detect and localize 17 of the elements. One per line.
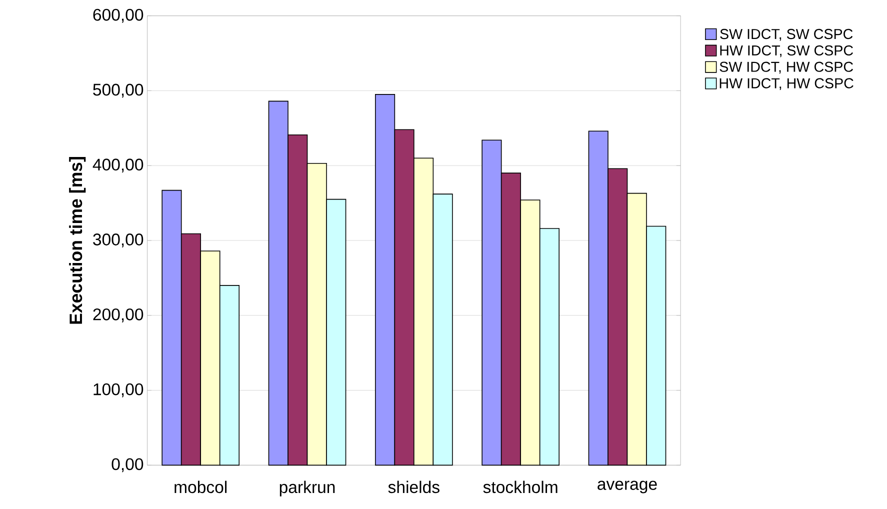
x-tick-label: mobcol [174, 480, 227, 494]
y-tick-label: 600,00 [93, 9, 144, 23]
legend-label: HW IDCT, SW CSPC [720, 46, 853, 58]
y-tick-label: 0,00 [112, 458, 144, 472]
y-tick-label: 200,00 [93, 308, 144, 323]
y-axis-title: Execution time [ms] [69, 157, 86, 324]
legend-label: SW IDCT, SW CSPC [720, 29, 853, 41]
legend-label: HW IDCT, HW CSPC [720, 78, 854, 90]
x-tick-label: parkrun [280, 480, 335, 497]
y-tick-label: 300,00 [93, 234, 144, 248]
y-tick-label: 100,00 [94, 384, 144, 398]
x-tick-label: average [598, 480, 657, 494]
x-tick-label: shields [388, 480, 440, 494]
x-tick-label: stockholm [483, 480, 558, 494]
y-tick-label: 500,00 [93, 84, 144, 98]
legend-label: SW IDCT, HW CSPC [720, 62, 853, 74]
y-tick-label: 400,00 [92, 158, 144, 173]
